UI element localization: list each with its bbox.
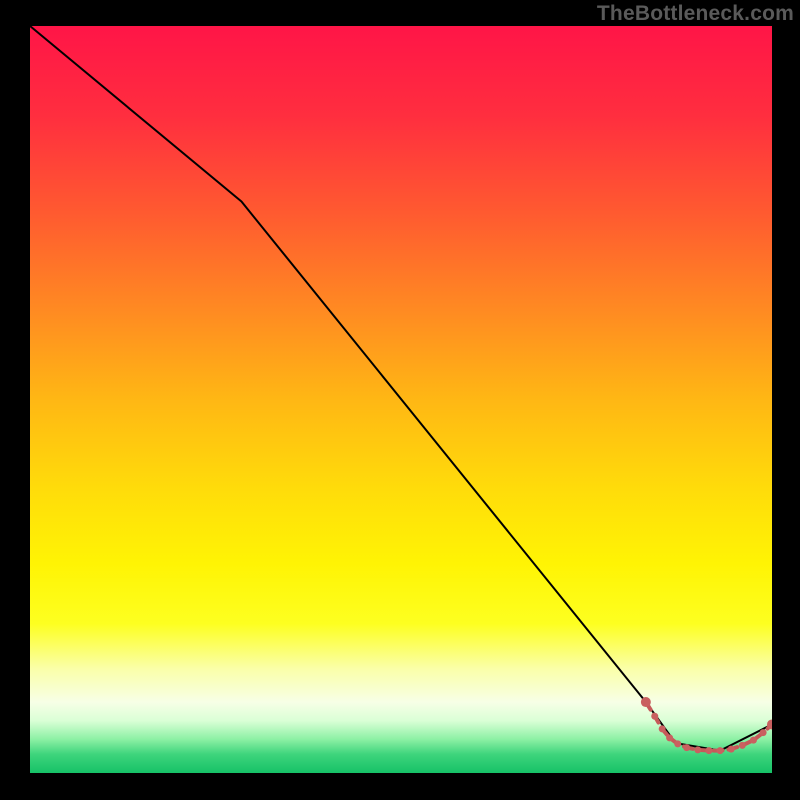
marker-dot xyxy=(705,747,712,754)
marker-dot xyxy=(683,744,690,751)
chart-overlay xyxy=(30,26,772,773)
plot-area xyxy=(30,26,772,773)
marker-dot xyxy=(674,740,681,747)
marker-dot xyxy=(739,742,746,749)
main-line xyxy=(30,26,772,751)
chart-container: { "watermark": { "text": "TheBottleneck.… xyxy=(0,0,800,800)
marker-dot xyxy=(728,746,735,753)
marker-dot xyxy=(694,746,701,753)
marker-dot xyxy=(750,737,757,744)
marker-dot xyxy=(651,713,658,720)
marker-dots xyxy=(641,697,772,754)
watermark-text: TheBottleneck.com xyxy=(597,2,794,26)
marker-dot xyxy=(717,747,724,754)
marker-dot xyxy=(760,729,767,736)
marker-dot xyxy=(659,725,666,732)
marker-dot xyxy=(641,697,651,707)
marker-dot xyxy=(666,734,673,741)
